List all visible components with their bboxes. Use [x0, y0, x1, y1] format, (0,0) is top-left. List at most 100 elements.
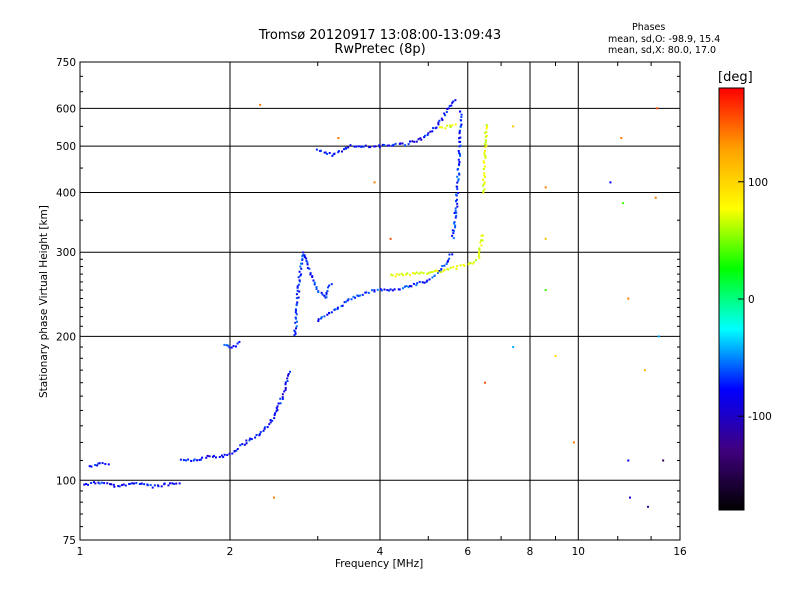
- trace-point: [276, 409, 279, 412]
- trace-point: [206, 454, 209, 457]
- trace-point: [411, 140, 414, 143]
- trace-point: [120, 484, 123, 487]
- trace-point: [248, 439, 251, 442]
- trace-point: [284, 381, 287, 384]
- trace-point: [320, 316, 323, 319]
- trace-point: [268, 423, 271, 426]
- trace-point: [386, 289, 389, 292]
- trace-point: [415, 271, 418, 274]
- trace-point: [433, 274, 436, 277]
- trace-point: [448, 253, 451, 256]
- trace-point: [381, 143, 384, 146]
- trace-point: [483, 188, 486, 191]
- trace-point: [298, 270, 301, 273]
- trace-point: [294, 330, 297, 333]
- trace-point: [294, 316, 297, 319]
- x-tick-label: 2: [227, 546, 234, 558]
- trace-point: [459, 119, 462, 122]
- trace-point: [317, 291, 320, 294]
- trace-point: [302, 254, 305, 257]
- trace-point: [299, 265, 302, 268]
- trace-point: [175, 482, 178, 485]
- trace-point: [234, 345, 237, 348]
- trace-point: [309, 273, 312, 276]
- trace-point: [378, 144, 381, 147]
- trace-point: [300, 262, 303, 265]
- trace-point: [412, 272, 415, 275]
- trace-point: [453, 212, 456, 215]
- trace-point: [394, 275, 397, 278]
- trace-point: [298, 290, 301, 293]
- trace-point: [313, 283, 316, 286]
- trace-point: [391, 144, 394, 147]
- trace-point: [453, 221, 456, 224]
- trace-point: [484, 146, 487, 149]
- y-tick-label: 750: [56, 57, 76, 69]
- trace-point: [457, 168, 460, 171]
- trace-point: [435, 269, 438, 272]
- trace-point: [400, 272, 403, 275]
- trace-point: [456, 205, 459, 208]
- trace-point: [457, 149, 460, 152]
- trace-point: [454, 224, 457, 227]
- trace-point: [198, 458, 201, 461]
- trace-point: [456, 185, 459, 188]
- trace-point: [279, 397, 282, 400]
- trace-point: [452, 222, 455, 225]
- trace-point: [303, 254, 306, 257]
- trace-point: [171, 482, 174, 485]
- trace-point: [395, 273, 398, 276]
- trace-point: [296, 286, 299, 289]
- trace-point: [429, 130, 432, 133]
- trace-point: [478, 251, 481, 254]
- trace-point: [443, 264, 446, 267]
- trace-point: [458, 172, 461, 175]
- trace-point: [301, 257, 304, 260]
- trace-point: [454, 209, 457, 212]
- trace-point: [482, 167, 485, 170]
- trace-point: [354, 296, 357, 299]
- trace-point: [287, 374, 290, 377]
- trace-point: [482, 190, 485, 193]
- trace-point: [298, 280, 301, 283]
- trace-point: [432, 127, 435, 130]
- trace-point: [399, 142, 402, 145]
- trace-point: [426, 279, 429, 282]
- trace-point: [455, 198, 458, 201]
- trace-point: [295, 303, 298, 306]
- trace-point: [415, 140, 418, 143]
- trace-point: [281, 398, 284, 401]
- trace-point: [485, 144, 488, 147]
- trace-point: [457, 158, 460, 161]
- trace-point: [328, 152, 331, 155]
- trace-point: [297, 296, 300, 299]
- trace-point: [341, 304, 344, 307]
- trace-point: [422, 272, 425, 275]
- trace-point: [456, 188, 459, 191]
- trace-point: [445, 262, 448, 265]
- trace-point: [473, 261, 476, 264]
- trace-point: [140, 482, 143, 485]
- trace-point: [94, 464, 97, 467]
- trace-point: [386, 144, 389, 147]
- scatter-point: [656, 107, 659, 110]
- trace-point: [446, 267, 449, 270]
- trace-point: [228, 346, 231, 349]
- scatter-point: [654, 196, 657, 199]
- chart-title: Tromsø 20120917 13:08:00-13:09:43: [258, 28, 502, 43]
- trace-point: [83, 483, 86, 486]
- scatter-point: [657, 335, 660, 338]
- trace-point: [413, 140, 416, 143]
- scatter-point: [259, 103, 262, 106]
- trace-point: [167, 484, 170, 487]
- trace-point: [449, 124, 452, 127]
- trace-point: [225, 344, 228, 347]
- trace-point: [117, 485, 120, 488]
- trace-point: [441, 265, 444, 268]
- x-tick-label: 6: [464, 546, 471, 558]
- trace-point: [404, 144, 407, 147]
- trace-point: [326, 290, 329, 293]
- trace-point: [441, 118, 444, 121]
- trace-point: [236, 447, 239, 450]
- trace-point: [330, 311, 333, 314]
